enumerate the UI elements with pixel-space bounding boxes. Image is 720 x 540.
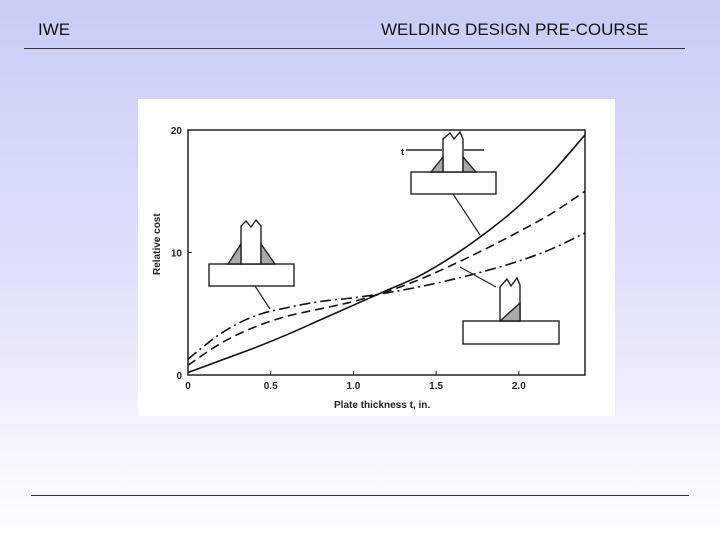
series-line-solid — [187, 134, 586, 374]
cost-chart-figure: 0 0.5 1.0 1.5 2.0 0 10 20 Plate thickness t, in… — [138, 99, 615, 416]
svg-text:t: t — [401, 147, 404, 157]
x-axis-label: Plate thickness t, in. — [334, 400, 430, 411]
x-tick-label: 0.5 — [264, 381, 278, 392]
bottom-divider — [31, 495, 689, 496]
y-tick-label: 0 — [176, 371, 182, 382]
bevel-groove-joint-illustration — [462, 276, 560, 345]
header-left-title: IWE — [38, 20, 71, 39]
x-tick-label: 1.5 — [429, 381, 443, 392]
series-line-dash-dot — [187, 232, 586, 360]
y-axis-label: Relative cost — [152, 213, 163, 275]
leader-lines — [254, 193, 497, 310]
y-tick-label: 10 — [171, 249, 183, 260]
double-fillet-joint-illustration — [208, 218, 295, 287]
x-tick-label: 1.0 — [346, 381, 360, 392]
ticks-group: 0 0.5 1.0 1.5 2.0 0 10 20 — [171, 126, 526, 392]
x-tick-label: 2.0 — [512, 381, 526, 392]
cost-chart: 0 0.5 1.0 1.5 2.0 0 10 20 Plate thickness t, in… — [152, 126, 586, 411]
series-line-dashed — [187, 190, 586, 366]
fillet-joint-thickness-illustration: t — [401, 130, 497, 195]
x-tick-label: 0 — [185, 381, 191, 392]
header-course-title: WELDING DESIGN PRE-COURSE — [381, 20, 649, 39]
top-divider — [24, 48, 685, 49]
y-tick-label: 20 — [171, 126, 183, 137]
series-group — [187, 134, 586, 374]
